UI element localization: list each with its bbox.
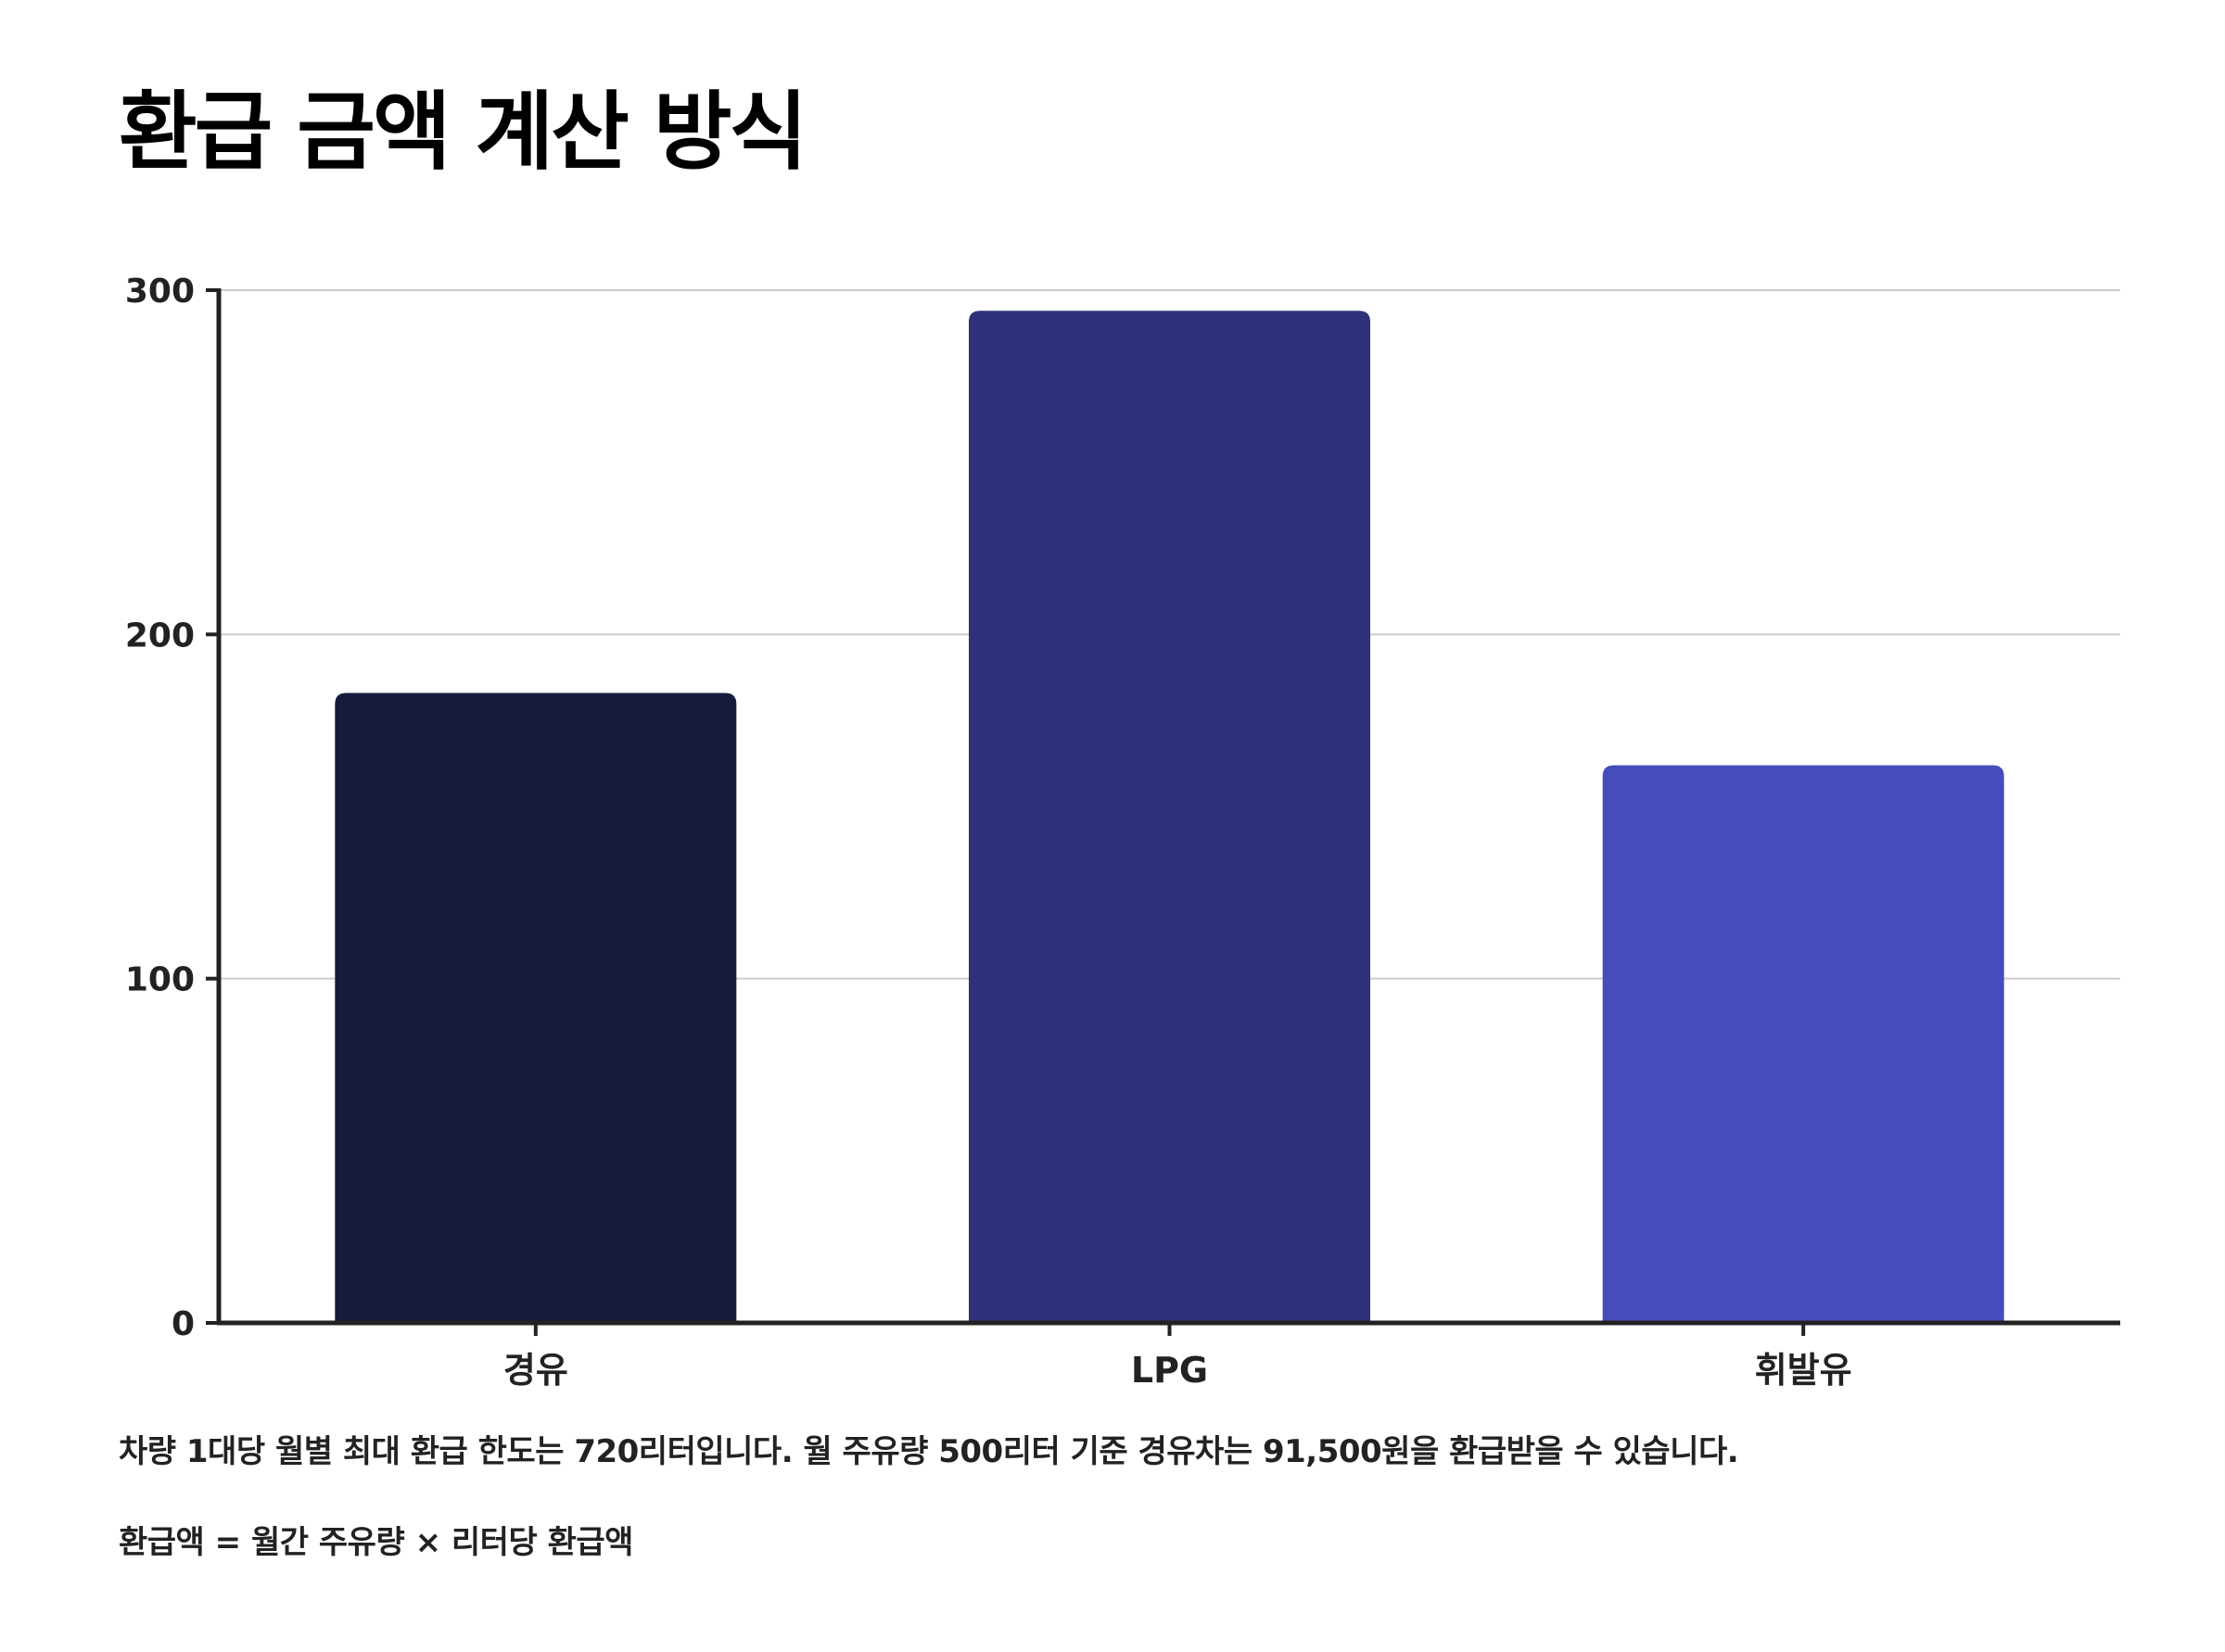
y-tick-labels: 0 100 200 300 xyxy=(125,273,195,1343)
bar-3 xyxy=(1602,765,2004,1323)
bar-2 xyxy=(969,311,1370,1323)
bars xyxy=(335,311,2004,1323)
page-title: 환급 금액 계산 방식 xyxy=(119,83,807,182)
x-tick-labels: 경유 LPG 휘발유 xyxy=(503,1350,1852,1391)
refund-formula-note: 환급액 = 월간 주유량 × 리터당 환급액 xyxy=(119,1524,633,1561)
x-tick-label-3: 휘발유 xyxy=(1755,1350,1852,1391)
refund-limit-note: 차량 1대당 월별 최대 환급 한도는 720리터입니다. 월 주유량 500리… xyxy=(119,1433,1739,1470)
axes xyxy=(206,288,2120,1336)
y-tick-label-0: 0 xyxy=(172,1305,195,1343)
y-tick-label-300: 300 xyxy=(125,273,195,311)
y-tick-label-200: 200 xyxy=(125,616,195,654)
x-tick-label-1: 경유 xyxy=(503,1350,568,1391)
y-tick-label-100: 100 xyxy=(125,961,195,999)
x-tick-label-2: LPG xyxy=(1131,1350,1208,1391)
bar-1 xyxy=(335,693,737,1323)
